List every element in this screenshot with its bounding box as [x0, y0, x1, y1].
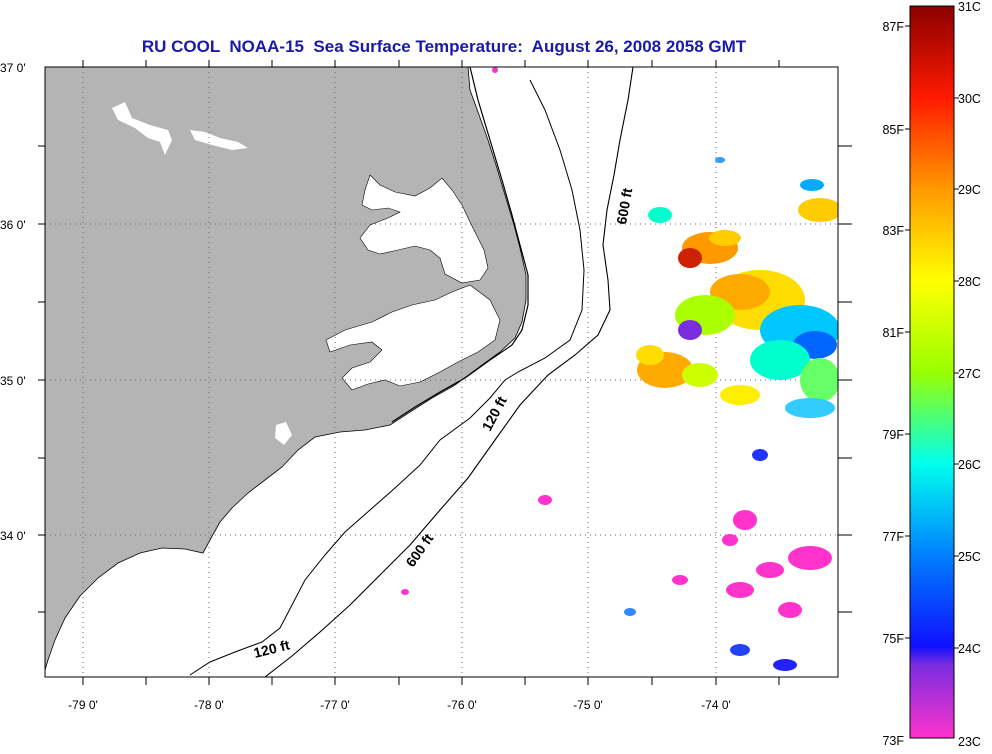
contour-label-120ft-south: 120 ft: [252, 636, 292, 660]
colorbar-f-75: 75F: [882, 632, 904, 646]
colorbar: 87F 85F 83F 81F 79F 77F 75F 73F 31C 30C …: [882, 0, 980, 749]
pamlico-water: [325, 284, 501, 391]
colorbar-c-30: 30C: [958, 92, 981, 106]
lon-label-78: -78 0': [194, 698, 224, 712]
outer-banks: [391, 67, 529, 423]
contour-label-600ft-south: 600 ft: [402, 530, 436, 569]
colorbar-c-23: 23C: [958, 735, 981, 749]
lon-label-76: -76 0': [447, 698, 477, 712]
colorbar-c-29: 29C: [958, 183, 981, 197]
lat-label-35: 35 0': [0, 374, 26, 388]
contour-120ft-north: [504, 79, 585, 381]
lon-label-75: -75 0': [573, 698, 603, 712]
inland-lake: [112, 102, 172, 155]
lon-label-74: -74 0': [701, 698, 731, 712]
lat-label-34: 34 0': [0, 529, 26, 543]
map-frame: [44, 66, 839, 678]
colorbar-f-81: 81F: [882, 326, 904, 340]
colorbar-f-87: 87F: [882, 20, 904, 34]
colorbar-f-85: 85F: [882, 123, 904, 137]
contour-label-600ft-north: 600 ft: [613, 186, 635, 225]
lat-label-36: 36 0': [0, 218, 26, 232]
lon-label-77: -77 0': [320, 698, 350, 712]
colorbar-f-73: 73F: [882, 734, 904, 748]
colorbar-f-83: 83F: [882, 224, 904, 238]
colorbar-c-24: 24C: [958, 642, 981, 656]
colorbar-c-31: 31C: [958, 0, 981, 14]
inland-lake-2: [190, 130, 248, 150]
colorbar-c-25: 25C: [958, 550, 981, 564]
inland-lake-3: [275, 422, 292, 445]
contour-label-120ft-mid: 120 ft: [479, 393, 510, 433]
colorbar-gradient: [909, 5, 955, 739]
sound-water: [359, 174, 489, 284]
lat-label-37: 37 0': [0, 61, 26, 75]
contour-600ft: [264, 67, 634, 677]
colorbar-c-27: 27C: [958, 367, 981, 381]
colorbar-c-26: 26C: [958, 458, 981, 472]
lon-label-79: -79 0': [68, 698, 98, 712]
sst-patches: [401, 67, 838, 671]
map-title: RU COOL NOAA-15 Sea Surface Temperature:…: [142, 37, 747, 56]
contour-120ft-south: [189, 379, 506, 676]
colorbar-f-77: 77F: [882, 530, 904, 544]
colorbar-f-79: 79F: [882, 428, 904, 442]
land-mass: [45, 67, 527, 671]
colorbar-c-28: 28C: [958, 275, 981, 289]
